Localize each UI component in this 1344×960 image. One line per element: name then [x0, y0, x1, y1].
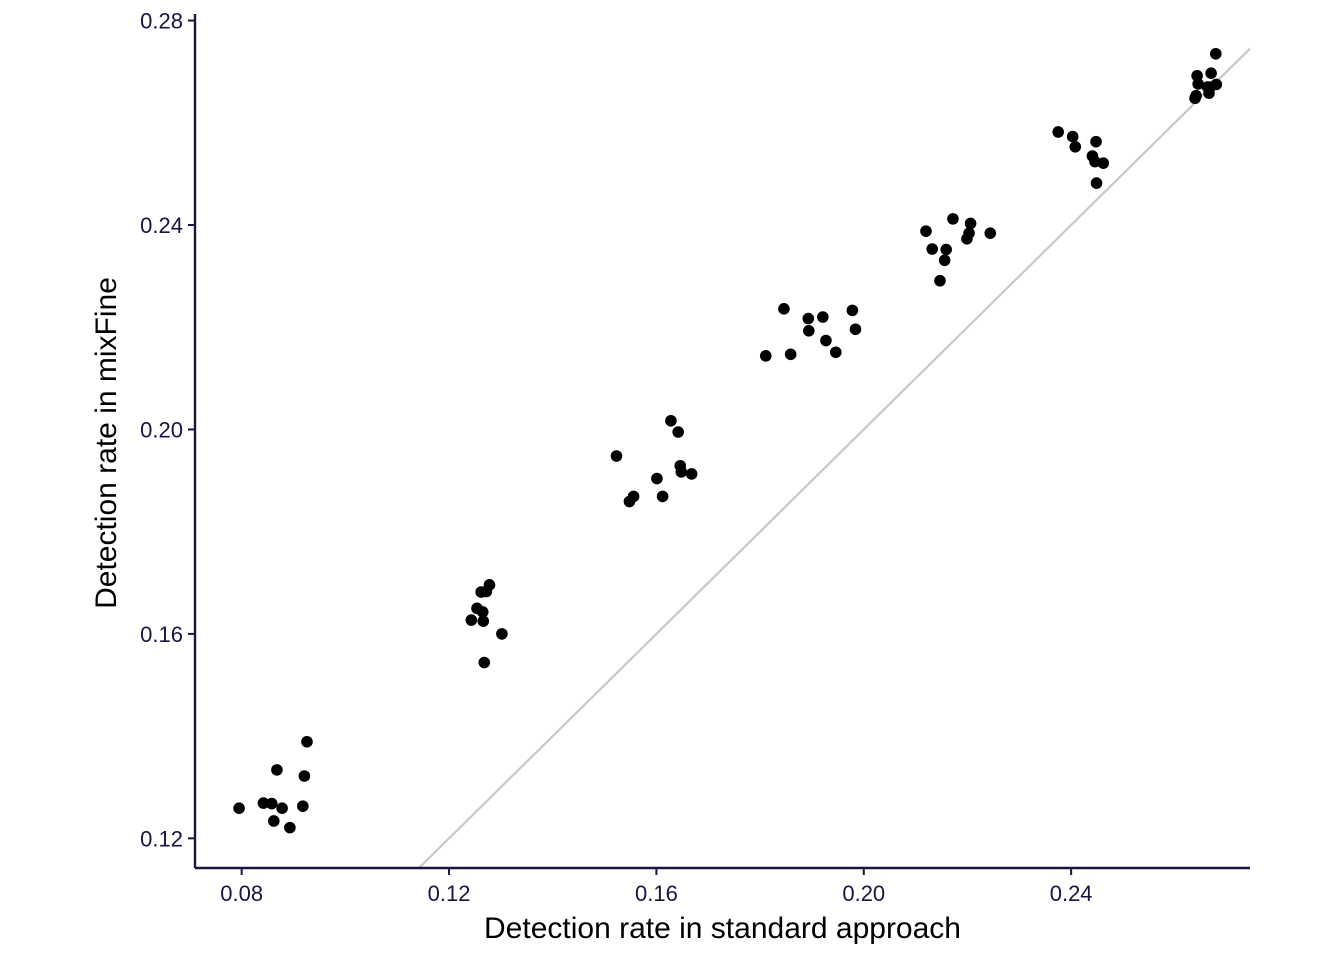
y-tick-label: 0.20 — [140, 417, 183, 442]
data-point — [938, 254, 951, 267]
data-point — [934, 274, 946, 287]
data-point — [963, 227, 975, 239]
data-point — [1192, 78, 1204, 90]
y-axis-ticks: 0.12 0.16 0.20 0.24 0.28 — [140, 9, 195, 851]
x-tick-label: 0.08 — [220, 881, 263, 906]
x-tick-label: 0.16 — [635, 881, 678, 906]
data-point — [1052, 126, 1064, 138]
data-point — [1205, 67, 1217, 80]
identity-reference-line — [418, 47, 1251, 869]
data-point — [478, 656, 491, 669]
data-point — [265, 797, 278, 810]
x-axis-title: Detection rate in standard approach — [484, 912, 961, 945]
data-point — [820, 334, 832, 347]
y-tick-label: 0.12 — [140, 826, 183, 851]
data-point — [846, 304, 859, 317]
data-point — [1069, 141, 1082, 153]
data-point — [301, 735, 313, 748]
data-point — [675, 466, 688, 478]
y-tick-label: 0.28 — [140, 9, 183, 34]
data-point — [496, 628, 508, 640]
data-point — [284, 821, 296, 834]
data-point — [665, 414, 677, 427]
data-point — [627, 490, 640, 503]
data-point — [672, 426, 684, 438]
data-point — [802, 312, 815, 325]
data-point — [483, 579, 496, 591]
data-point — [610, 450, 623, 462]
data-point — [947, 213, 959, 225]
y-axis-title: Detection rate in mixFine — [90, 277, 123, 609]
x-tick-label: 0.12 — [428, 881, 471, 906]
data-points — [233, 47, 1223, 834]
data-point — [778, 303, 790, 315]
data-point — [940, 243, 953, 256]
data-point — [233, 802, 245, 814]
data-point — [276, 802, 288, 814]
data-point — [1066, 130, 1079, 143]
data-point — [465, 614, 478, 626]
data-point — [829, 346, 842, 359]
data-point — [784, 348, 797, 361]
data-point — [476, 606, 489, 618]
data-point — [759, 350, 772, 362]
data-point — [1209, 47, 1222, 60]
data-point — [1090, 135, 1102, 148]
data-point — [1210, 78, 1223, 91]
data-point — [1097, 157, 1110, 169]
data-point — [803, 325, 815, 337]
data-point — [1090, 177, 1103, 189]
data-point — [257, 797, 270, 809]
y-tick-label: 0.16 — [140, 622, 183, 647]
data-point — [268, 815, 280, 827]
data-point — [298, 770, 311, 782]
data-point — [964, 217, 977, 230]
y-tick-label: 0.24 — [140, 213, 183, 238]
data-point — [477, 615, 490, 627]
data-point — [849, 323, 862, 336]
x-tick-label: 0.20 — [842, 881, 885, 906]
data-point — [297, 800, 309, 812]
data-point — [1190, 89, 1202, 102]
data-point — [271, 764, 283, 776]
data-point — [817, 311, 829, 323]
x-axis-ticks: 0.08 0.12 0.16 0.20 0.24 — [220, 868, 1093, 906]
data-point — [920, 225, 932, 237]
data-point — [651, 472, 663, 485]
data-point — [685, 468, 698, 480]
data-point — [984, 227, 997, 239]
data-point — [926, 243, 939, 255]
data-point — [656, 490, 669, 503]
x-tick-label: 0.24 — [1050, 881, 1093, 906]
